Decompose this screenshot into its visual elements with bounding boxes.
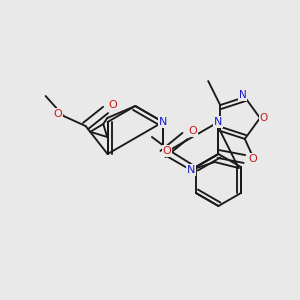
Text: N: N	[187, 165, 195, 175]
Text: O: O	[189, 126, 197, 136]
Text: N: N	[159, 117, 167, 127]
Text: N: N	[214, 117, 223, 127]
Text: O: O	[108, 100, 117, 110]
Text: O: O	[163, 146, 171, 156]
Text: O: O	[53, 109, 62, 119]
Text: O: O	[260, 113, 268, 123]
Text: O: O	[248, 154, 257, 164]
Text: N: N	[239, 90, 247, 100]
